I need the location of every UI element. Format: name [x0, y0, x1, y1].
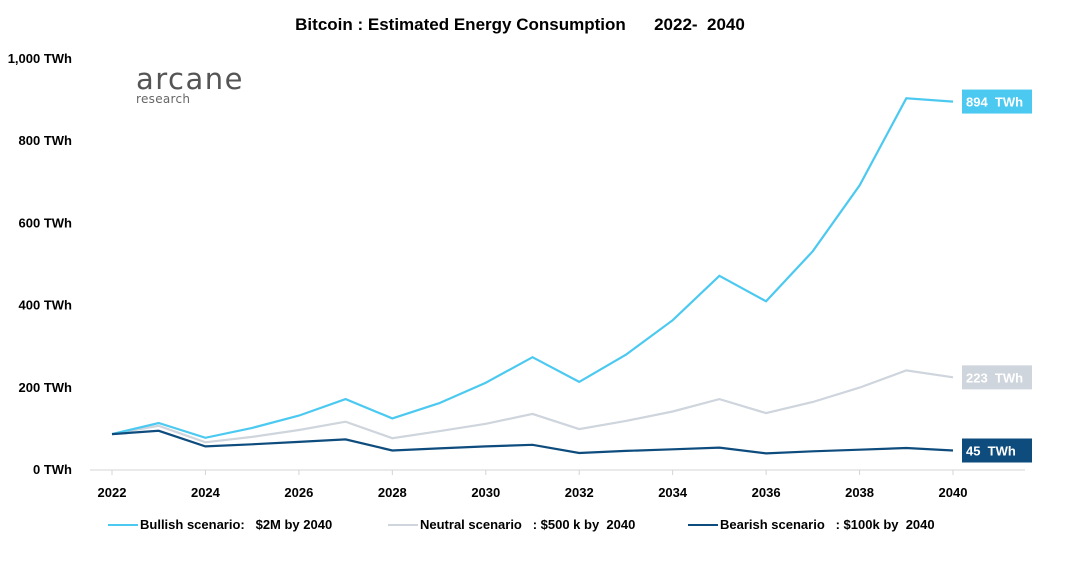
x-tick-label: 2026: [284, 485, 313, 500]
legend-swatch-bearish: [688, 523, 718, 526]
legend-swatch-neutral: [388, 523, 418, 526]
line-chart: 2022 2024 2026 2028 2030 2032 2034 2036 2038 2040…: [8, 51, 1032, 500]
series-line-bearish: [111, 429, 954, 455]
end-label-neutral: 223 TWh: [966, 370, 1023, 385]
legend-label-bullish: Bullish scenario: $2M by 2040: [140, 517, 333, 532]
end-label-box-neutral: [962, 365, 1032, 390]
y-tick-label: 400 TWh: [19, 298, 73, 313]
y-tick-label: 200 TWh: [19, 380, 73, 395]
legend-label-neutral: Neutral scenario : $500 k by 2040: [420, 517, 636, 532]
end-label-box-bearish: [962, 438, 1032, 463]
x-tick-label: 2022: [98, 485, 127, 500]
logo-subtitle: research: [136, 92, 191, 106]
y-tick-label: 800 TWh: [19, 133, 73, 148]
series-line-neutral: [111, 369, 954, 444]
x-tick-label: 2040: [939, 485, 968, 500]
legend-item-bullish: Bullish scenario: $2M by 2040: [108, 517, 332, 532]
x-tick-label: 2038: [845, 485, 874, 500]
y-tick-label: 600 TWh: [19, 215, 73, 230]
y-tick-label: 1,000 TWh: [8, 51, 72, 66]
x-tick-label: 2028: [378, 485, 407, 500]
x-tick-label: 2030: [471, 485, 500, 500]
legend: Bullish scenario: $2M by 2040 Neutral sc…: [0, 517, 1073, 537]
end-label-bearish: 45 TWh: [966, 444, 1016, 459]
legend-item-bearish: Bearish scenario : $100k by 2040: [688, 517, 935, 532]
legend-label-bearish: Bearish scenario : $100k by 2040: [720, 517, 935, 532]
arcane-research-logo: arcane research: [136, 64, 244, 106]
x-tick-label: 2034: [658, 485, 688, 500]
end-label-box-bullish: [962, 89, 1032, 114]
legend-swatch-bullish: [108, 523, 138, 526]
x-tick-label: 2032: [565, 485, 594, 500]
y-tick-label: 0 TWh: [33, 462, 72, 477]
series-line-bullish: [111, 97, 954, 439]
legend-item-neutral: Neutral scenario : $500 k by 2040: [388, 517, 635, 532]
chart-title: Bitcoin : Estimated Energy Consumption 2…: [295, 15, 745, 34]
end-label-bullish: 894 TWh: [966, 95, 1023, 110]
logo-wordmark: arcane: [136, 62, 244, 96]
x-tick-label: 2024: [191, 485, 221, 500]
x-tick-label: 2036: [752, 485, 781, 500]
